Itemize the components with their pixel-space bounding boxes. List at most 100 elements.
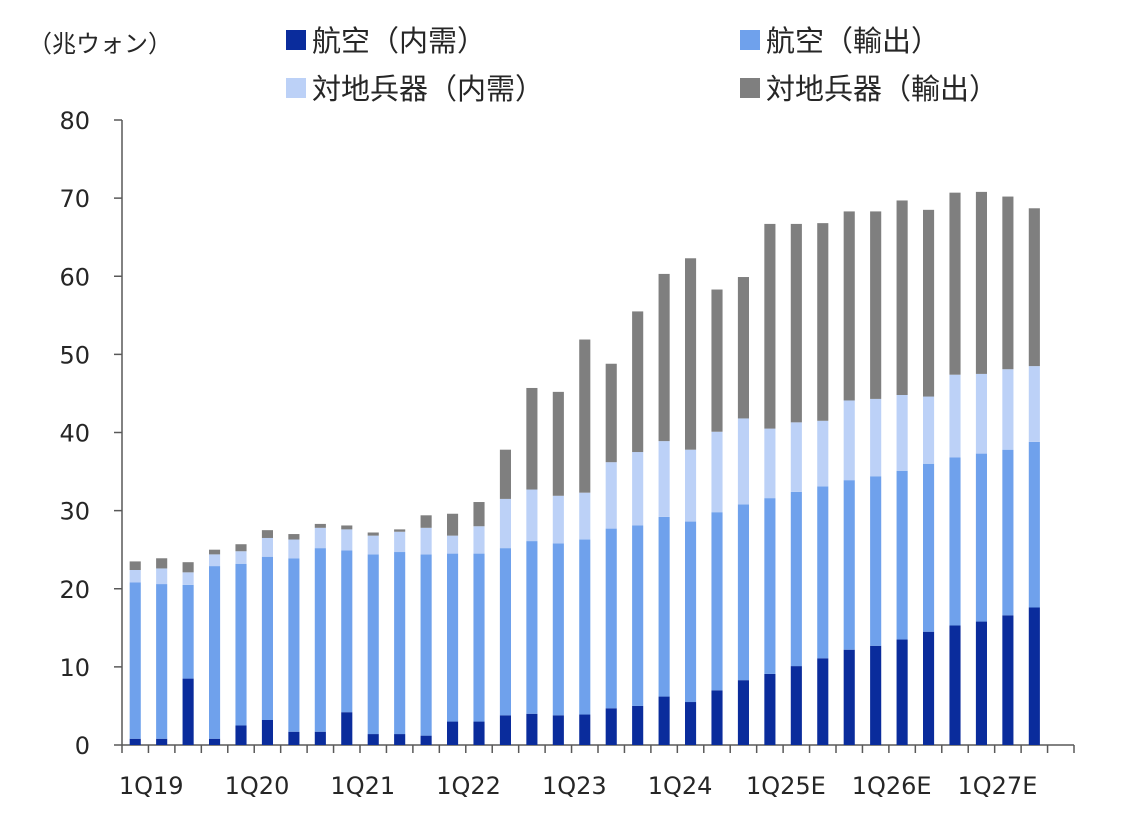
bar-segment-s1-4Q25E — [843, 480, 855, 650]
bar-segment-s2-3Q19 — [182, 572, 194, 585]
bar-segment-s1-3Q22 — [499, 548, 511, 716]
bar-segment-s1-1Q23 — [552, 543, 564, 716]
bar-segment-s1-1Q21 — [341, 550, 353, 713]
bar-segment-s1-4Q22 — [526, 541, 538, 714]
y-tick-label: 10 — [59, 654, 90, 682]
bar-segment-s0-1Q25E — [764, 673, 776, 745]
bar-segment-s3-2Q19 — [156, 558, 168, 569]
bar-segment-s0-3Q19 — [182, 678, 194, 745]
bar-segment-s3-1Q19 — [129, 561, 141, 570]
bar-segment-s2-1Q22 — [447, 535, 459, 554]
bar-segment-s0-1Q20 — [235, 725, 247, 745]
y-tick-label: 60 — [59, 263, 90, 291]
x-tick-label: 1Q24 — [648, 772, 713, 800]
bar-segment-s2-3Q21 — [394, 531, 406, 553]
bar-segment-s2-2Q21 — [367, 535, 379, 555]
bar-segment-s1-3Q20 — [288, 558, 300, 732]
bar-segment-s2-1Q25E — [764, 428, 776, 499]
bar-segment-s1-3Q24 — [711, 512, 723, 691]
bars — [129, 191, 1040, 746]
bar-segment-s3-2Q26E — [896, 200, 908, 395]
y-tick-label: 70 — [59, 185, 90, 213]
bar-segment-s2-1Q24 — [658, 441, 670, 517]
bar-segment-s0-2Q22 — [473, 721, 485, 745]
bar-segment-s0-4Q25E — [843, 649, 855, 745]
bar-segment-s0-1Q22 — [447, 721, 459, 745]
bar-segment-s1-3Q25E — [817, 486, 829, 659]
bar-segment-s1-1Q20 — [235, 563, 247, 726]
bar-segment-s0-1Q26E — [870, 645, 882, 745]
bar-segment-s1-1Q24 — [658, 516, 670, 697]
legend-swatch-0 — [286, 30, 306, 50]
bar-segment-s1-4Q21 — [420, 554, 432, 736]
bar-segment-s2-4Q20 — [314, 527, 326, 549]
bar-segment-s1-2Q19 — [156, 584, 168, 739]
bar-segment-s2-1Q23 — [552, 495, 564, 544]
bar-segment-s3-2Q21 — [367, 532, 379, 536]
bar-segment-s1-2Q20 — [261, 556, 273, 720]
x-tick-label: 1Q27E — [958, 772, 1038, 800]
bar-segment-s3-1Q26E — [870, 211, 882, 399]
bar-segment-s0-1Q23 — [552, 715, 564, 745]
bar-segment-s2-4Q21 — [420, 527, 432, 555]
bar-segment-s2-2Q20 — [261, 537, 273, 557]
bar-segment-s2-2Q22 — [473, 526, 485, 554]
y-tick-label: 50 — [59, 341, 90, 369]
bar-segment-s2-2Q24 — [685, 449, 697, 522]
bar-segment-s0-2Q25E — [790, 666, 802, 745]
y-tick-label: 40 — [59, 420, 90, 448]
x-tick-label: 1Q20 — [225, 772, 290, 800]
bar-segment-s1-3Q27E — [1028, 441, 1040, 608]
bar-segment-s2-3Q26E — [923, 396, 935, 464]
bar-segment-s1-3Q21 — [394, 552, 406, 735]
bar-segment-s3-2Q24 — [685, 258, 697, 450]
bar-segment-s3-4Q23 — [632, 311, 644, 453]
legend-label-1: 航空（輸出） — [766, 24, 940, 58]
x-tick-label: 1Q21 — [330, 772, 395, 800]
bar-segment-s1-2Q25E — [790, 491, 802, 667]
bar-segment-s3-4Q21 — [420, 515, 432, 528]
bar-segment-s0-3Q20 — [288, 731, 300, 745]
bar-segment-s2-2Q19 — [156, 568, 168, 585]
bar-segment-s0-3Q24 — [711, 690, 723, 745]
bar-segment-s0-2Q19 — [156, 738, 168, 745]
bar-segment-s2-3Q22 — [499, 498, 511, 549]
x-tick-label: 1Q22 — [436, 772, 501, 800]
bar-segment-s1-4Q24 — [737, 504, 749, 681]
bar-segment-s3-2Q20 — [261, 530, 273, 538]
bar-segment-s1-2Q26E — [896, 470, 908, 640]
bar-segment-s3-3Q23 — [605, 363, 617, 463]
bar-segment-s0-2Q20 — [261, 720, 273, 745]
bar-segment-s3-3Q20 — [288, 534, 300, 540]
bar-segment-s0-1Q21 — [341, 712, 353, 745]
bar-segment-s1-3Q23 — [605, 528, 617, 709]
bar-segment-s3-2Q23 — [579, 339, 591, 493]
bar-segment-s2-1Q20 — [235, 551, 247, 564]
bar-segment-s2-4Q26E — [949, 374, 961, 458]
bar-segment-s0-2Q27E — [1002, 615, 1014, 745]
legend-label-3: 対地兵器（輸出） — [766, 72, 998, 106]
bar-segment-s3-3Q24 — [711, 289, 723, 432]
bar-segment-s3-3Q26E — [923, 209, 935, 397]
bar-segment-s1-1Q19 — [129, 582, 141, 739]
bar-segment-s0-3Q26E — [923, 631, 935, 745]
bar-segment-s1-3Q26E — [923, 463, 935, 632]
y-axis-ticks: 0 10 20 30 40 50 60 70 80 — [59, 107, 122, 760]
y-tick-label: 0 — [75, 732, 90, 760]
y-axis-unit-label: （兆ウォン） — [28, 30, 172, 58]
bar-segment-s0-2Q23 — [579, 714, 591, 745]
bar-segment-s3-2Q27E — [1002, 196, 1014, 370]
bar-segment-s0-3Q27E — [1028, 607, 1040, 745]
bar-segment-s3-1Q23 — [552, 391, 564, 496]
x-tick-label: 1Q23 — [542, 772, 607, 800]
bar-segment-s1-1Q26E — [870, 476, 882, 646]
legend-label-0: 航空（内需） — [312, 24, 486, 58]
bar-segment-s0-4Q26E — [949, 625, 961, 745]
bar-segment-s2-2Q23 — [579, 492, 591, 540]
bar-segment-s0-2Q21 — [367, 734, 379, 745]
legend-label-2: 対地兵器（内需） — [312, 72, 544, 106]
bar-segment-s3-1Q27E — [975, 191, 987, 374]
bar-segment-s1-1Q25E — [764, 498, 776, 674]
